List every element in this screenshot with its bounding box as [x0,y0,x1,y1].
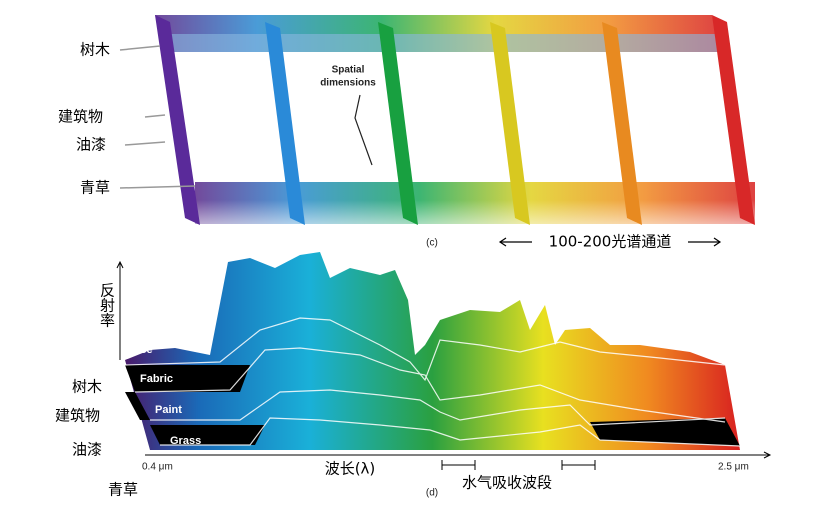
layer-label: Paint [155,404,182,416]
slab [490,22,530,225]
channels-label: 100-200光谱通道 [549,233,672,251]
curve [160,417,741,447]
curves [124,317,741,447]
label: 青草 [80,179,110,197]
layer-label: Tree [130,344,153,356]
curve [150,389,726,426]
label: 树木 [72,378,102,396]
caption: (d) [426,488,438,499]
absorption-marks [441,460,596,470]
y-label: 反射率 [98,283,116,328]
leader [124,141,166,146]
top-cube [155,15,755,225]
label: 油漆 [76,136,106,154]
slab [155,15,200,225]
slab [712,15,755,225]
curve [134,347,726,423]
label: 建筑物 [58,108,103,126]
leader [144,114,166,118]
channel-arrows [498,237,722,247]
leaders [119,45,196,189]
x-axis-head [763,451,772,459]
layer-label: Grass [170,435,201,447]
leader [119,185,196,189]
label: 树木 [80,41,110,59]
bottom-band-light [195,200,755,224]
arrow-head [713,237,722,247]
black-bands [125,365,740,446]
caption: (c) [426,238,438,249]
layer-label: Fabric [140,373,173,385]
x-end: 2.5 μm [718,462,749,473]
slab [265,22,305,225]
y-axis-head [116,260,124,269]
curve [124,317,726,382]
label: 青草 [108,481,138,499]
leader [119,45,161,51]
band [125,365,250,392]
spatial-label: Spatial [332,65,365,76]
band [125,392,150,420]
label: 建筑物 [55,407,100,425]
spatial-label: dimensions [320,78,376,89]
band [590,418,740,446]
slab [602,22,642,225]
band [150,425,265,445]
arrow-head [498,237,507,247]
slab [378,22,418,225]
absorption-label: 水气吸收波段 [462,474,552,492]
label: 油漆 [72,441,102,459]
x-start: 0.4 μm [142,462,173,473]
top-band-light [165,34,722,52]
x-label: 波长(λ) [325,460,376,478]
spatial-arrow [354,94,373,166]
